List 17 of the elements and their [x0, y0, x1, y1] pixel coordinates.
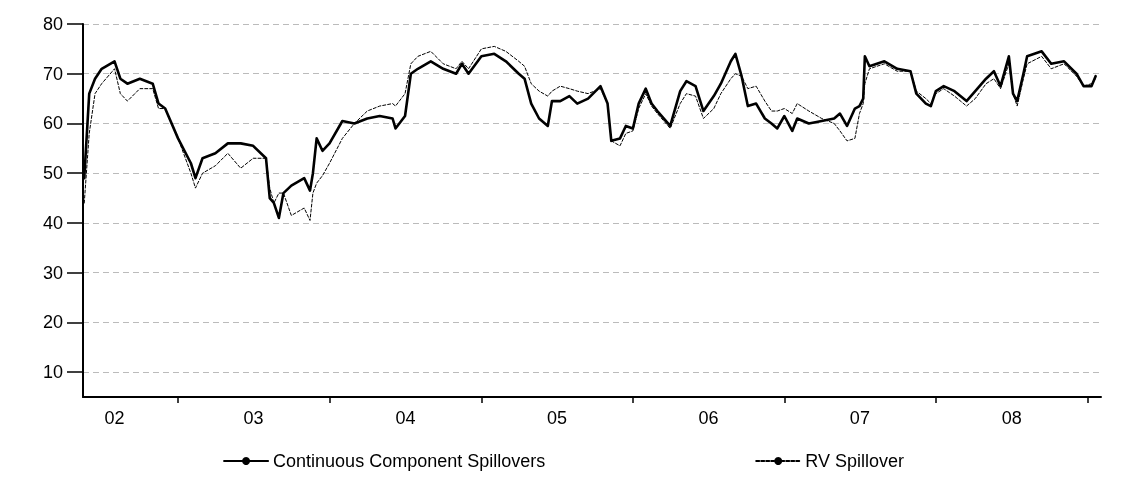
y-tick-label: 60 [42, 113, 63, 134]
legend-label: RV Spillover [805, 451, 904, 471]
x-tick-label: 06 [698, 408, 719, 428]
y-tick-label: 40 [42, 212, 63, 233]
x-tick-label: 04 [395, 408, 416, 428]
y-tick-label: 30 [42, 262, 63, 283]
x-tick-label: 03 [243, 408, 264, 428]
x-tick-label: 05 [546, 408, 567, 428]
x-tick-label: 08 [1001, 408, 1022, 428]
y-tick-label: 70 [42, 63, 63, 84]
legend-label: Continuous Component Spillovers [273, 451, 546, 471]
y-tick-label: 50 [42, 163, 63, 184]
y-tick-label: 80 [42, 14, 63, 34]
x-tick-label: 07 [849, 408, 870, 428]
x-tick-label: 02 [104, 408, 125, 428]
y-tick-label: 20 [42, 312, 63, 333]
y-tick-label: 10 [42, 362, 63, 383]
